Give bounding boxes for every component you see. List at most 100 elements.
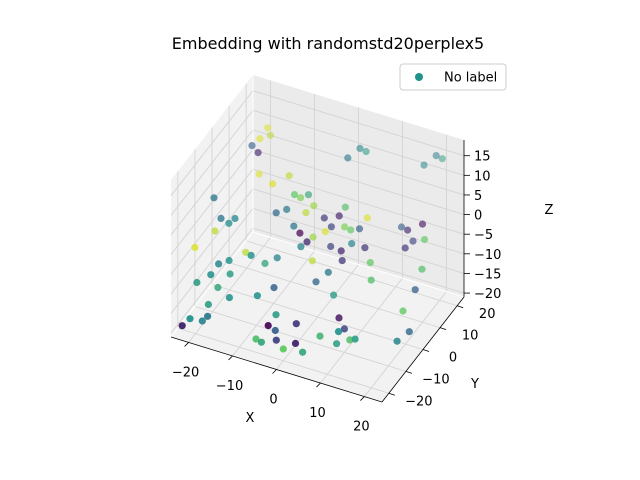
data-point [242, 248, 250, 256]
data-point [297, 243, 305, 251]
z-gridline-left [170, 168, 254, 275]
data-point [264, 322, 272, 330]
z-tick-label: 10 [474, 169, 491, 184]
data-point [253, 292, 261, 300]
z-gridline-left [170, 90, 254, 196]
data-point [207, 271, 215, 279]
data-point [290, 222, 298, 230]
data-point [296, 229, 304, 237]
y-tick-label: 10 [462, 329, 479, 344]
axes-3d [170, 75, 465, 403]
data-point [355, 225, 364, 233]
data-point [198, 317, 206, 325]
data-point [418, 265, 426, 273]
x-tick-mark [272, 369, 277, 374]
z-tick-label: −10 [474, 248, 501, 263]
data-point [397, 223, 406, 231]
data-point [272, 311, 280, 319]
z-gridline-back [252, 90, 465, 157]
data-point [420, 161, 428, 169]
data-point [340, 325, 348, 333]
data-point [273, 254, 281, 262]
data-point [321, 228, 329, 236]
data-point [404, 226, 412, 234]
y-gridline-floor [211, 284, 424, 350]
data-point [297, 194, 305, 202]
x-tick-label: 20 [353, 420, 370, 435]
data-point [217, 214, 225, 222]
data-point [418, 220, 427, 228]
z-gridline-back [252, 109, 465, 176]
data-point [335, 314, 343, 322]
scatter-points [178, 124, 446, 356]
data-point [248, 142, 256, 150]
z-gridline-back [252, 227, 465, 294]
data-point [210, 194, 218, 202]
x-tick-mark [360, 396, 365, 401]
data-point [346, 336, 354, 344]
data-point [438, 155, 446, 163]
data-point [327, 223, 335, 231]
data-point [252, 335, 260, 343]
data-point [231, 214, 239, 223]
y-tick-label: 0 [449, 351, 457, 366]
data-point [309, 233, 317, 241]
data-point [335, 212, 343, 220]
y-gridline-floor [194, 305, 407, 372]
data-point [178, 322, 186, 330]
data-point [269, 180, 277, 188]
data-point [316, 332, 324, 340]
data-point [401, 244, 409, 252]
y-tick-mark [422, 349, 430, 352]
data-point [193, 278, 201, 287]
z-gridline-left [170, 129, 254, 236]
pane-edge [252, 231, 465, 298]
data-point [225, 294, 233, 302]
data-point [272, 336, 280, 344]
y-gridline-floor [246, 240, 458, 307]
z-gridline-left [170, 227, 254, 334]
data-point [226, 270, 234, 278]
data-point [324, 268, 332, 276]
data-point [344, 154, 352, 162]
data-point [312, 278, 320, 286]
data-point [411, 286, 419, 294]
data-point [279, 345, 287, 353]
y-gridline-floor [177, 327, 389, 394]
legend: No label [399, 63, 507, 91]
z-gridline-back [252, 149, 465, 216]
data-point [215, 260, 223, 268]
data-point [351, 335, 359, 343]
y-tick-mark [439, 327, 447, 331]
data-point [348, 240, 356, 248]
data-point [337, 247, 345, 255]
data-point [356, 144, 364, 152]
z-gridline-left [170, 188, 254, 295]
y-axis-label: Y [470, 377, 479, 392]
data-point [299, 348, 307, 356]
data-point [225, 219, 233, 227]
z-axis-label: Z [545, 203, 554, 218]
z-gridline-left [170, 149, 254, 255]
y-tick-mark [388, 392, 395, 396]
data-point [347, 226, 355, 234]
x-axis-label: X [246, 411, 255, 426]
data-point [341, 203, 349, 211]
data-point [255, 170, 263, 178]
x-tick-label: −20 [172, 365, 199, 380]
x-tick-mark [184, 342, 189, 347]
data-point [256, 135, 264, 143]
z-gridline-back [252, 168, 465, 235]
data-point [290, 191, 299, 199]
data-point [363, 214, 371, 222]
z-tick-label: 0 [474, 209, 482, 224]
z-gridline-back [252, 188, 465, 255]
data-point [330, 291, 338, 299]
z-tick-label: −5 [474, 228, 493, 243]
y-tick-label: −20 [405, 394, 432, 409]
data-point [338, 257, 346, 265]
data-point [191, 243, 199, 252]
data-point [393, 337, 401, 345]
